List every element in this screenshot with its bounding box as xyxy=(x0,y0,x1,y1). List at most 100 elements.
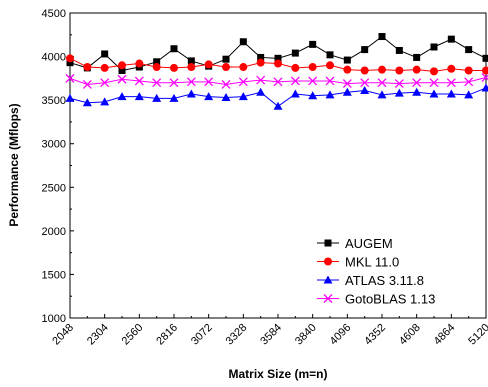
data-point-augem xyxy=(257,53,265,61)
data-point-augem xyxy=(343,56,351,64)
legend-item-augem: AUGEM xyxy=(317,236,393,251)
data-point-augem xyxy=(395,46,403,54)
legend-item-gotoblas-1-13: GotoBLAS 1.13 xyxy=(317,292,435,307)
data-point-gotoblas-1-13 xyxy=(394,79,404,89)
data-point-gotoblas-1-13 xyxy=(429,78,439,88)
data-point-gotoblas-1-13 xyxy=(273,77,283,87)
data-point-augem xyxy=(430,43,438,51)
legend-marker xyxy=(324,239,332,247)
data-point-mkl-11-0 xyxy=(430,67,438,76)
legend-marker xyxy=(324,257,332,266)
data-point-gotoblas-1-13 xyxy=(308,76,318,86)
data-point-atlas-3-11-8 xyxy=(273,101,283,110)
x-tick-label: 4352 xyxy=(362,322,388,348)
legend-label: ATLAS 3.11.8 xyxy=(345,273,424,288)
data-point-atlas-3-11-8 xyxy=(169,93,179,102)
x-tick-label: 3072 xyxy=(189,322,215,348)
legend-label: GotoBLAS 1.13 xyxy=(345,292,435,307)
data-point-gotoblas-1-13 xyxy=(134,76,144,86)
data-point-gotoblas-1-13 xyxy=(100,78,110,88)
x-tick-label: 5120 xyxy=(466,322,488,348)
legend-label: AUGEM xyxy=(345,236,393,251)
data-point-augem xyxy=(187,57,195,65)
series-atlas-3-11-8 xyxy=(65,83,488,110)
data-point-augem xyxy=(413,53,421,61)
data-point-augem xyxy=(274,54,282,62)
data-point-mkl-11-0 xyxy=(291,63,300,72)
data-point-augem xyxy=(66,59,74,67)
data-point-mkl-11-0 xyxy=(447,64,456,73)
x-tick-label: 4864 xyxy=(432,322,458,348)
data-point-mkl-11-0 xyxy=(378,65,386,74)
series-gotoblas-1-13 xyxy=(65,73,488,89)
data-point-gotoblas-1-13 xyxy=(82,79,92,89)
data-point-gotoblas-1-13 xyxy=(412,78,422,88)
data-point-atlas-3-11-8 xyxy=(325,90,335,99)
data-point-mkl-11-0 xyxy=(464,66,473,75)
legend-item-atlas-3-11-8: ATLAS 3.11.8 xyxy=(317,273,424,288)
data-point-augem xyxy=(309,40,317,48)
data-point-atlas-3-11-8 xyxy=(100,97,110,106)
y-tick-label: 1500 xyxy=(42,269,66,281)
data-point-gotoblas-1-13 xyxy=(186,77,196,87)
data-point-atlas-3-11-8 xyxy=(238,92,248,101)
data-point-atlas-3-11-8 xyxy=(256,87,266,96)
y-tick-label: 4500 xyxy=(42,8,66,20)
data-point-atlas-3-11-8 xyxy=(204,92,214,101)
x-tick-label: 3328 xyxy=(224,322,250,348)
data-point-atlas-3-11-8 xyxy=(412,87,422,96)
data-point-mkl-11-0 xyxy=(326,61,334,70)
data-point-augem xyxy=(222,55,230,63)
data-point-gotoblas-1-13 xyxy=(481,73,488,82)
data-point-atlas-3-11-8 xyxy=(221,93,231,102)
data-point-augem xyxy=(361,46,369,54)
data-point-mkl-11-0 xyxy=(482,66,488,75)
data-point-atlas-3-11-8 xyxy=(117,92,127,101)
data-point-gotoblas-1-13 xyxy=(117,74,127,84)
data-point-mkl-11-0 xyxy=(100,63,109,72)
y-tick-label: 4000 xyxy=(42,52,66,64)
x-tick-label: 3840 xyxy=(293,322,319,348)
x-tick-label: 4608 xyxy=(397,322,423,348)
data-point-mkl-11-0 xyxy=(274,59,282,68)
data-point-gotoblas-1-13 xyxy=(464,77,474,87)
y-axis-title: Performance (Mflops) xyxy=(7,103,21,226)
legend-item-mkl-11-0: MKL 11.0 xyxy=(317,255,399,270)
data-point-augem xyxy=(326,51,334,59)
data-point-mkl-11-0 xyxy=(135,59,144,68)
data-point-atlas-3-11-8 xyxy=(342,87,352,96)
data-point-augem xyxy=(447,35,455,43)
data-point-mkl-11-0 xyxy=(343,65,352,74)
data-point-atlas-3-11-8 xyxy=(290,89,300,98)
data-point-gotoblas-1-13 xyxy=(290,76,300,86)
data-point-mkl-11-0 xyxy=(204,60,213,69)
data-point-atlas-3-11-8 xyxy=(152,93,162,102)
data-point-atlas-3-11-8 xyxy=(377,90,387,99)
data-point-gotoblas-1-13 xyxy=(204,77,214,87)
series-mkl-11-0 xyxy=(66,54,488,76)
data-point-gotoblas-1-13 xyxy=(221,79,231,89)
data-point-atlas-3-11-8 xyxy=(481,83,488,92)
x-tick-label: 3584 xyxy=(258,322,284,348)
data-point-gotoblas-1-13 xyxy=(360,78,370,88)
x-tick-label: 2304 xyxy=(85,322,111,348)
data-point-mkl-11-0 xyxy=(412,65,421,74)
x-tick-label: 4096 xyxy=(328,322,354,348)
data-point-augem xyxy=(291,49,299,57)
data-point-gotoblas-1-13 xyxy=(325,76,335,86)
data-point-mkl-11-0 xyxy=(66,54,74,63)
data-point-mkl-11-0 xyxy=(170,63,178,72)
data-point-atlas-3-11-8 xyxy=(464,90,474,99)
data-point-augem xyxy=(101,50,109,58)
x-tick-label: 2816 xyxy=(154,322,180,348)
data-point-augem xyxy=(170,45,178,53)
data-point-mkl-11-0 xyxy=(239,63,248,72)
data-point-augem xyxy=(153,58,161,66)
y-tick-label: 3500 xyxy=(42,95,66,107)
data-point-mkl-11-0 xyxy=(152,63,161,72)
data-point-mkl-11-0 xyxy=(360,66,369,75)
data-point-atlas-3-11-8 xyxy=(186,89,196,98)
data-point-atlas-3-11-8 xyxy=(446,89,456,98)
series-layer xyxy=(65,33,488,110)
